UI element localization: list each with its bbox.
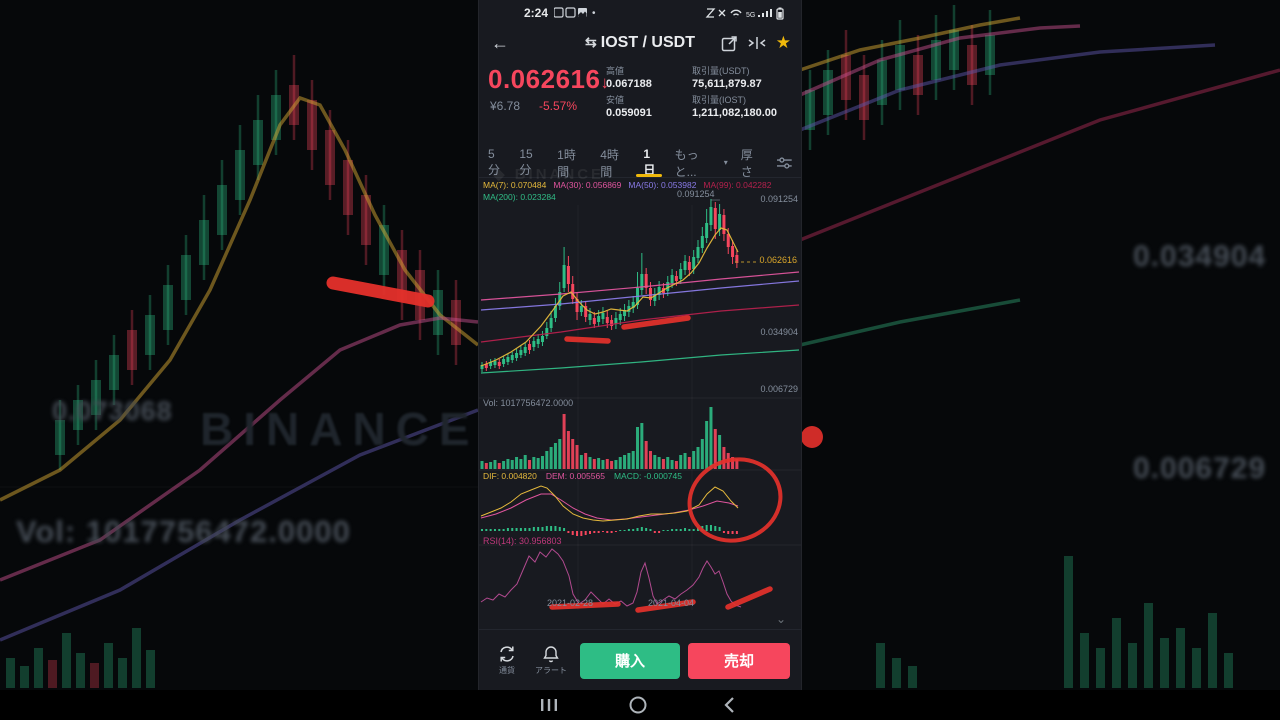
status-bar: 2:24 • 5G bbox=[479, 0, 801, 26]
sell-button[interactable]: 売却 bbox=[688, 642, 790, 679]
swap-pair-icon: ⇆ bbox=[585, 34, 597, 50]
ma-labels-row2: MA(200): 0.023284 bbox=[483, 192, 556, 202]
ma-labels-row1: MA(7): 0.070484 MA(30): 0.056869 MA(50): 0… bbox=[483, 180, 771, 190]
app-header: ← ⇆ IOST / USDT ★ bbox=[479, 26, 801, 60]
indicator-label: DEM: 0.005565 bbox=[545, 471, 605, 481]
stat-label: 取引量(IOST) bbox=[692, 95, 746, 105]
axis-label-1: 0.091254 bbox=[760, 194, 798, 204]
indicator-label: MA(30): 0.056869 bbox=[553, 180, 622, 190]
tab-1日[interactable]: 1日 bbox=[643, 147, 656, 177]
notification-icons: • bbox=[554, 7, 596, 19]
alert-button[interactable]: アラート bbox=[529, 645, 573, 676]
indicator-label: MA(7): 0.070484 bbox=[483, 180, 547, 190]
compare-candles-icon[interactable] bbox=[748, 35, 766, 51]
stat-label: 高値 bbox=[606, 66, 625, 76]
back-button[interactable] bbox=[721, 696, 739, 714]
convert-button[interactable]: 通貨 bbox=[485, 645, 529, 676]
convert-label: 通貨 bbox=[499, 666, 515, 675]
svg-text:5G: 5G bbox=[746, 12, 755, 19]
share-icon[interactable] bbox=[721, 35, 738, 52]
tab-15分[interactable]: 15分 bbox=[519, 147, 533, 177]
stat-value: 0.067188 bbox=[606, 78, 652, 90]
stat-label: 安値 bbox=[606, 95, 625, 105]
favorite-star-icon[interactable]: ★ bbox=[775, 33, 791, 52]
stat-item: 安値 0.059091 bbox=[606, 95, 686, 120]
bg-axis-label-top: 0.034904 bbox=[1133, 240, 1267, 273]
axis-label-2: 0.034904 bbox=[760, 327, 798, 337]
stat-value: 1,211,082,180.00 bbox=[692, 107, 778, 119]
price-change: -5.57% bbox=[539, 99, 578, 113]
android-nav-bar bbox=[0, 690, 1280, 720]
dot-icon: • bbox=[592, 7, 596, 19]
stat-item: 取引量(USDT) 75,611,879.87 bbox=[692, 66, 802, 91]
indicator-label: MA(50): 0.053982 bbox=[628, 180, 697, 190]
action-bar: 通貨 アラート 購入 売却 bbox=[479, 629, 801, 691]
convert-arrows-icon bbox=[500, 646, 514, 662]
stat-label: 取引量(USDT) bbox=[692, 66, 750, 76]
more-caret-icon: ▾ bbox=[723, 158, 728, 167]
bg-axis-label-bottom: 0.006729 bbox=[1133, 452, 1267, 485]
tab-もっと...[interactable]: もっと... bbox=[674, 147, 699, 179]
pair-title: IOST / USDT bbox=[600, 34, 695, 51]
recents-button[interactable] bbox=[540, 696, 558, 714]
indicator-label: DIF: 0.004820 bbox=[483, 471, 537, 481]
stat-item: 取引量(IOST) 1,211,082,180.00 bbox=[692, 95, 802, 120]
bg-binance-watermark: BINANCE bbox=[200, 403, 480, 455]
home-button[interactable] bbox=[629, 696, 647, 714]
back-arrow-icon[interactable]: ← bbox=[491, 32, 509, 53]
clock: 2:24 bbox=[524, 6, 549, 20]
indicator-label: MACD: -0.000745 bbox=[613, 471, 682, 481]
active-tab-underline bbox=[636, 174, 662, 177]
indicator-label: MA(99): 0.042282 bbox=[703, 180, 772, 190]
indicator-label: MA(200): 0.023284 bbox=[483, 192, 556, 202]
interval-tabs: 5分 15分 1時間 4時間 1日 もっと... ▾ 厚さ bbox=[479, 147, 801, 179]
axis-label-3: 0.006729 bbox=[760, 384, 798, 394]
tab-5分[interactable]: 5分 bbox=[488, 147, 501, 177]
date-label-1: 2021-02-28 bbox=[547, 598, 594, 608]
stat-value: 0.059091 bbox=[606, 107, 652, 119]
bell-icon bbox=[543, 646, 559, 663]
price-chart[interactable] bbox=[479, 195, 801, 615]
system-status-icons: 5G bbox=[705, 7, 791, 20]
buy-button[interactable]: 購入 bbox=[580, 642, 680, 679]
pair-title-wrap[interactable]: ⇆ IOST / USDT bbox=[479, 34, 801, 52]
tab-厚さ[interactable]: 厚さ bbox=[740, 147, 753, 179]
status-right-icons: 5G bbox=[705, 7, 784, 20]
stat-value: 75,611,879.87 bbox=[692, 78, 762, 90]
date-label-2: 2021-04-04 bbox=[648, 598, 695, 608]
macd-labels: DIF: 0.004820 DEM: 0.005565 MACD: -0.00074… bbox=[483, 471, 682, 481]
stat-item: 高値 0.067188 bbox=[606, 66, 686, 91]
current-price-tag: 0.062616 bbox=[758, 255, 798, 265]
collapse-chevron-icon[interactable]: ⌄ bbox=[776, 612, 787, 626]
screenshot-icons bbox=[554, 7, 588, 18]
last-price: 0.062616↓ bbox=[488, 64, 610, 94]
tab-1時間[interactable]: 1時間 bbox=[557, 147, 576, 179]
volume-label: Vol: 1017756472.0000 bbox=[483, 398, 574, 408]
binance-watermark: ◆ BINANCE bbox=[493, 166, 605, 183]
high-price-label: 0.091254 bbox=[677, 189, 715, 199]
market-stats: 高値 0.067188 取引量(USDT) 75,611,879.87 安値 0.0590… bbox=[606, 66, 796, 124]
rsi-label: RSI(14): 30.956803 bbox=[483, 536, 562, 546]
tab-4時間[interactable]: 4時間 bbox=[600, 147, 619, 179]
alert-label: アラート bbox=[535, 666, 567, 675]
fiat-price: ¥6.78 bbox=[490, 99, 521, 113]
chart-settings-icon[interactable] bbox=[777, 156, 792, 170]
price-down-arrow: ↓ bbox=[600, 73, 610, 92]
bg-price-label: 0.073068 bbox=[52, 396, 173, 426]
bg-vol-label: Vol: 1017756472.0000 bbox=[16, 514, 351, 549]
phone-screen: 2:24 • 5G ← bbox=[478, 0, 802, 690]
